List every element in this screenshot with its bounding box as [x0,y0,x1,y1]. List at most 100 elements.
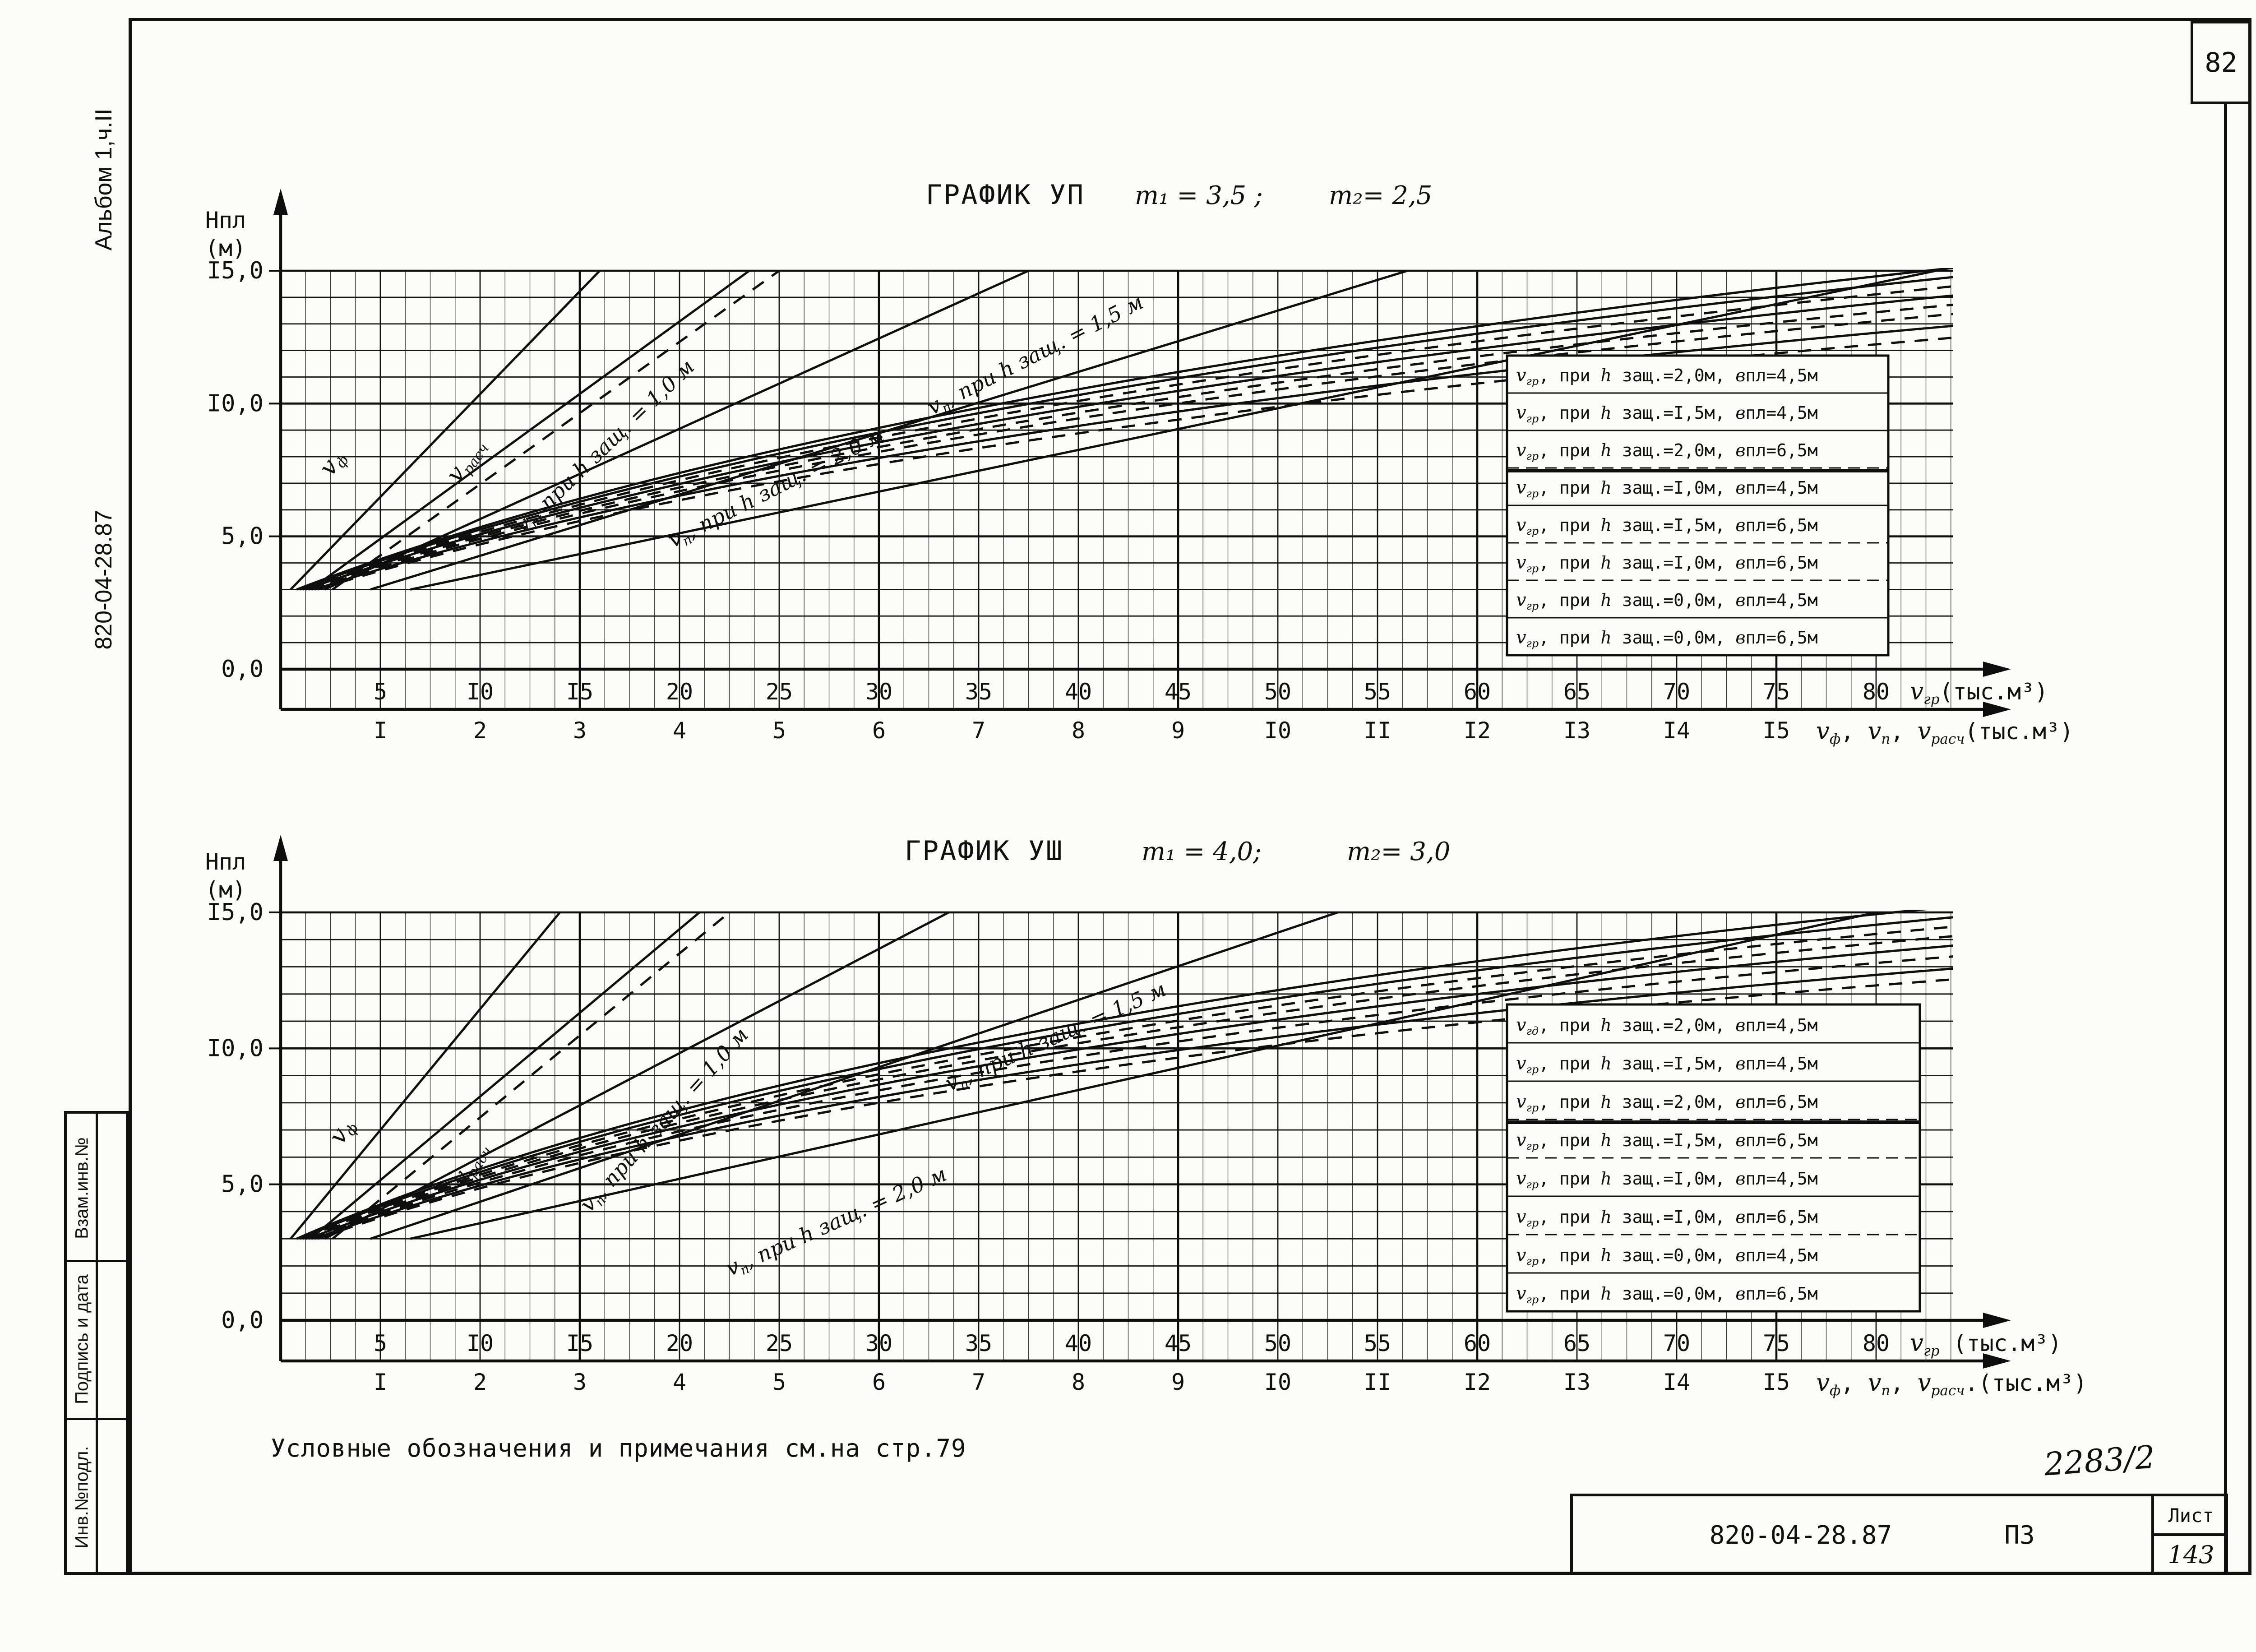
legend-row: vгр, при h защ.=I,5м, впл=4,5м [1516,403,1818,425]
x-upper-tick-label: I5 [566,1330,593,1356]
y-axis-title: Нпл [205,849,246,875]
x-upper-tick-label: 35 [965,1330,992,1356]
x-upper-tick-label: I0 [467,1330,494,1356]
x-lower-tick-label: 6 [872,1369,886,1395]
x-lower-tick-label: 4 [673,717,686,744]
legend-row: vгд, при h защ.=2,0м, впл=4,5м [1516,1015,1818,1037]
y-axis-arrow-icon [273,189,288,215]
legend: vгр, при h защ.=2,0м, впл=4,5м vгр, при h… [1506,354,1890,657]
curve [311,955,1953,1240]
x-upper-tick-label: 60 [1464,1330,1491,1356]
x-lower-tick-label: I5 [1763,717,1790,744]
x-axis-arrow-icon [1983,702,2011,717]
curve [317,336,1953,591]
y-tick-label: 0,0 [221,1307,264,1334]
x-upper-axis-title: vгр (тыс.м³) [1910,1329,2062,1359]
legend-row: vгр, при h защ.=I,0м, впл=6,5м [1516,1207,1818,1229]
x-lower-tick-label: 6 [872,717,886,744]
x-upper-tick-label: 25 [766,679,793,705]
legend-row: vгр, при h защ.=I,0м, впл=4,5м [1516,477,1818,500]
chart-title: ГРАФИК УП [926,179,1085,211]
x-lower-tick-label: 2 [473,1369,487,1395]
x-upper-tick-label: 75 [1763,1330,1790,1356]
x-upper-tick-label: 75 [1763,679,1790,705]
title-block-sheet-label: Лист [2168,1504,2214,1527]
curve [317,978,1953,1240]
curve [305,294,1953,591]
x-lower-tick-label: I3 [1563,717,1590,744]
x-upper-tick-label: 65 [1563,679,1590,705]
y-tick-label: I0,0 [207,1035,264,1062]
x-upper-tick-label: 80 [1863,1330,1890,1356]
x-lower-tick-label: 4 [673,1369,686,1395]
x-upper-tick-label: 20 [666,1330,693,1356]
x-upper-tick-label: 70 [1663,1330,1690,1356]
y-axis-title: (м) [205,877,246,903]
x-lower-tick-label: I0 [1264,717,1291,744]
curve [308,944,1953,1240]
x-upper-tick-label: 80 [1863,679,1890,705]
x-lower-tick-label: I [374,717,387,744]
x-upper-tick-label: 20 [666,679,693,705]
handwritten-mark: 2283/2 [2043,1438,2156,1483]
x-lower-tick-label: 9 [1171,1369,1185,1395]
legend-row: vгр, при h защ.=2,0м, впл=6,5м [1516,1092,1818,1114]
legend: vгд, при h защ.=2,0м, впл=4,5м vгр, при h… [1506,1003,1921,1313]
x-lower-tick-label: 8 [1072,717,1085,744]
x-lower-tick-label: I5 [1763,1369,1790,1395]
curves [290,268,1953,591]
title-block-doc-number: 820-04-28.87 [1709,1521,1892,1550]
x-lower-tick-label: I0 [1264,1369,1291,1395]
curve [370,911,1338,1240]
curve [311,313,1953,591]
x-lower-tick-label: 5 [772,1369,786,1395]
x-lower-tick-label: II [1364,1369,1391,1395]
x-upper-tick-label: 45 [1165,679,1192,705]
x-lower-tick-label: I2 [1464,1369,1491,1395]
x-lower-tick-label: 3 [573,1369,587,1395]
inner-right-frame-line [2224,104,2227,1575]
sheet-number: 82 [2205,46,2238,79]
x-upper-tick-label: 55 [1364,679,1391,705]
x-lower-tick-label: 7 [972,1369,985,1395]
x-upper-tick-label: I0 [467,679,494,705]
x-lower-tick-label: 8 [1072,1369,1085,1395]
chart-param-m2: m₂= 3,0 [1347,837,1450,866]
curve [324,911,949,1240]
x-lower-tick-label: 7 [972,717,985,744]
curve [296,268,1953,591]
curve [314,967,1953,1240]
x-upper-tick-label: 25 [766,1330,793,1356]
y-axis-title: (м) [205,235,246,261]
legend-row: vгр, при h защ.=I,5м, впл=4,5м [1516,1053,1818,1076]
x-upper-tick-label: 45 [1165,1330,1192,1356]
x-upper-tick-label: 55 [1364,1330,1391,1356]
curve [332,912,730,1240]
x-upper-tick-label: 35 [965,679,992,705]
x-lower-tick-label: I3 [1563,1369,1590,1395]
legend-note: Условные обозначения и примечания см.на … [271,1434,966,1462]
curve [410,911,1877,1240]
x-upper-tick-label: 5 [374,1330,387,1356]
y-axis-title: Нпл [205,207,246,233]
x-lower-axis-title: vф, vп, vрасч(тыс.м³) [1816,717,2073,747]
y-tick-label: 5,0 [221,1171,264,1198]
chart-param-m1: m₁ = 3,5 ; [1135,181,1263,210]
x-upper-tick-label: 30 [865,679,892,705]
curve-label: vф [314,445,352,482]
title-block-doc-type: ПЗ [2004,1521,2035,1550]
curves [290,910,1953,1240]
curve [290,270,601,591]
curve [302,925,1953,1240]
legend-row: vгр, при h защ.=2,0м, впл=4,5м [1516,365,1818,388]
y-axis-arrow-icon [273,835,288,861]
x-upper-tick-label: 50 [1264,679,1291,705]
curve [296,910,1932,1240]
x-upper-tick-label: 50 [1264,1330,1291,1356]
chart-param-m1: m₁ = 4,0; [1142,837,1262,866]
sheet-number-box: 82 [2191,21,2251,104]
y-tick-label: 0,0 [221,656,264,683]
